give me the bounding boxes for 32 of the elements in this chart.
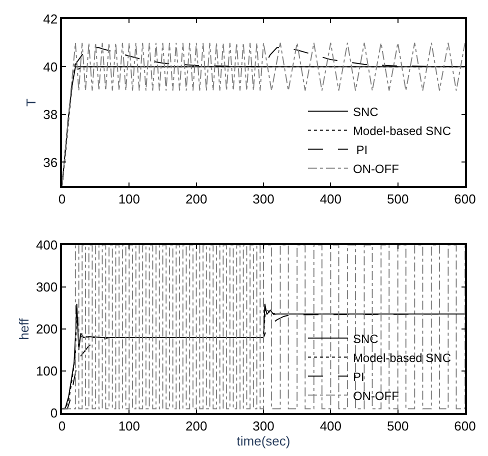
y-tick-label: 36 (43, 154, 58, 170)
y-tick-label: 400 (36, 238, 58, 253)
x-tick-label: 300 (252, 191, 274, 206)
y-tick-label: 200 (36, 322, 58, 337)
x-tick-label: 200 (185, 418, 208, 434)
x-tick-label: 400 (320, 418, 342, 434)
legend-label: ON-OFF (352, 388, 399, 403)
y-tick-label: 100 (36, 364, 58, 379)
x-tick-label: 600 (454, 191, 476, 206)
x-tick-label: 500 (386, 418, 409, 434)
legend-label: Model-based SNC (352, 124, 452, 138)
y-tick-label: 0 (50, 406, 58, 421)
legend-label: ON-OFF (352, 162, 399, 176)
y-tick-label: 300 (36, 280, 58, 295)
legend-label: PI (352, 142, 368, 157)
y-axis-title: heff (16, 318, 32, 340)
y-tick-label: 40 (43, 59, 58, 74)
x-tick-label: 300 (252, 418, 274, 434)
x-axis-title: time(sec) (236, 433, 290, 448)
legend-label: Model-based SNC (352, 350, 452, 365)
y-tick-label: 42 (43, 12, 58, 27)
x-tick-label: 200 (185, 191, 208, 206)
x-tick-label: 100 (118, 191, 140, 206)
x-tick-label: 500 (386, 191, 409, 206)
legend-label: PI (352, 370, 364, 384)
x-tick-label: 100 (118, 418, 140, 434)
y-axis-title: T (24, 98, 39, 107)
x-tick-label: 600 (454, 418, 476, 434)
y-tick-label: 38 (43, 107, 58, 122)
legend-label: SNC (352, 332, 379, 346)
x-tick-label: 400 (320, 191, 342, 206)
legend-label: SNC (352, 104, 379, 119)
